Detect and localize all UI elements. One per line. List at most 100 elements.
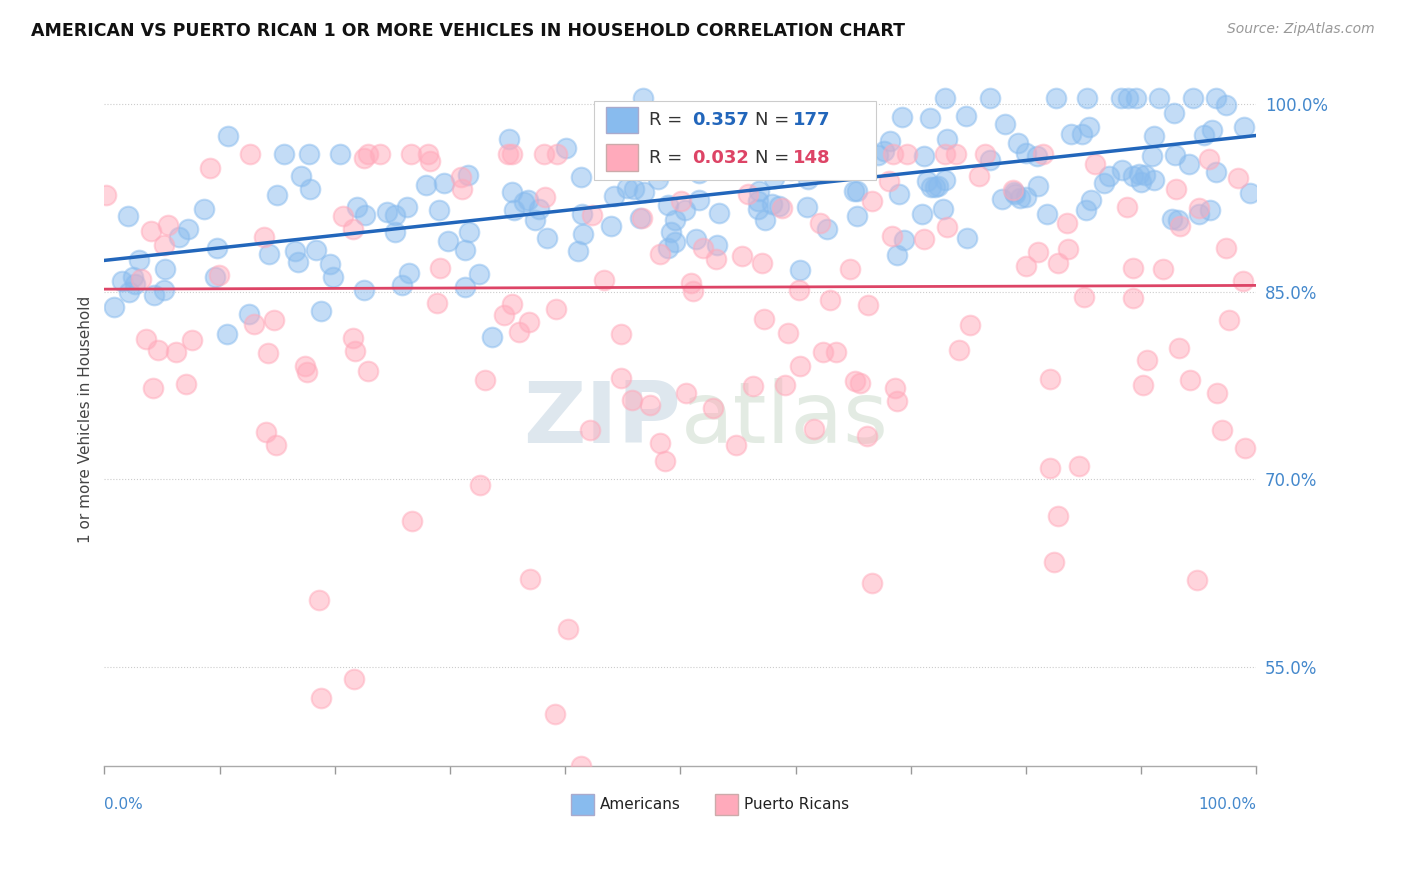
Point: [264, 438, 287, 452]
Point: [571, 207, 593, 221]
Point: [979, 91, 1001, 105]
Point: [290, 169, 312, 184]
Point: [1002, 186, 1025, 200]
Point: [751, 256, 773, 270]
Point: [375, 204, 398, 219]
Point: [205, 241, 228, 255]
Bar: [714, 794, 738, 815]
Point: [1076, 202, 1098, 217]
Point: [1178, 373, 1201, 387]
Point: [748, 184, 770, 198]
Point: [111, 274, 134, 288]
Point: [1205, 91, 1227, 105]
Point: [650, 247, 672, 261]
Text: N =: N =: [755, 112, 796, 129]
Point: [860, 194, 883, 208]
Point: [776, 326, 799, 340]
Point: [948, 343, 970, 358]
Point: [1143, 129, 1166, 144]
Point: [498, 131, 520, 145]
Point: [896, 147, 918, 161]
Point: [567, 244, 589, 258]
Text: R =: R =: [650, 112, 689, 129]
Point: [118, 285, 141, 299]
Point: [1182, 91, 1205, 105]
Point: [295, 365, 318, 379]
Point: [156, 218, 179, 232]
Point: [920, 111, 942, 125]
Text: 0.0%: 0.0%: [104, 797, 143, 812]
Point: [501, 185, 523, 199]
Point: [513, 195, 536, 210]
Point: [319, 257, 342, 271]
Point: [142, 381, 165, 395]
Point: [685, 232, 707, 246]
Point: [1160, 212, 1182, 227]
Point: [616, 181, 638, 195]
Point: [384, 208, 406, 222]
Point: [256, 346, 278, 360]
Point: [569, 759, 592, 773]
Point: [932, 202, 955, 217]
Point: [825, 344, 848, 359]
Point: [808, 216, 831, 230]
Point: [1215, 97, 1237, 112]
Point: [956, 231, 979, 245]
Point: [1045, 91, 1067, 105]
Point: [1188, 207, 1211, 221]
Point: [153, 283, 176, 297]
Point: [633, 185, 655, 199]
Point: [572, 227, 595, 242]
Point: [176, 222, 198, 236]
Point: [1032, 147, 1054, 161]
Y-axis label: 1 or more Vehicles in Household: 1 or more Vehicles in Household: [79, 296, 93, 543]
Point: [669, 194, 692, 208]
Point: [1205, 165, 1227, 179]
Point: [384, 225, 406, 239]
Point: [891, 110, 914, 124]
Point: [294, 359, 316, 373]
Point: [779, 162, 801, 177]
Point: [669, 145, 692, 159]
Point: [1002, 183, 1025, 197]
Point: [882, 228, 904, 243]
Text: Americans: Americans: [600, 797, 681, 812]
Point: [959, 318, 981, 333]
Point: [593, 273, 616, 287]
Point: [1043, 555, 1066, 569]
Point: [882, 147, 904, 161]
Point: [839, 149, 862, 163]
Point: [1111, 163, 1133, 178]
Point: [1167, 341, 1189, 355]
Point: [401, 514, 423, 528]
Point: [979, 153, 1001, 167]
Point: [519, 572, 541, 586]
Point: [1057, 242, 1080, 256]
Point: [457, 169, 479, 183]
Point: [1135, 169, 1157, 183]
Point: [501, 147, 523, 161]
Point: [647, 172, 669, 186]
Point: [1116, 200, 1139, 214]
Point: [1026, 179, 1049, 194]
Point: [754, 212, 776, 227]
Point: [309, 691, 332, 706]
Point: [620, 392, 643, 407]
Point: [450, 170, 472, 185]
Point: [912, 232, 935, 246]
Point: [1026, 149, 1049, 163]
Point: [501, 296, 523, 310]
Point: [936, 132, 959, 146]
Text: R =: R =: [650, 149, 689, 167]
Point: [117, 210, 139, 224]
Point: [747, 194, 769, 209]
Point: [803, 422, 825, 436]
Point: [1036, 207, 1059, 221]
Text: 0.357: 0.357: [692, 112, 749, 129]
Point: [1122, 169, 1144, 183]
Point: [1116, 91, 1139, 105]
Point: [934, 91, 956, 105]
Point: [207, 268, 229, 282]
Point: [860, 576, 883, 591]
Point: [527, 202, 550, 216]
